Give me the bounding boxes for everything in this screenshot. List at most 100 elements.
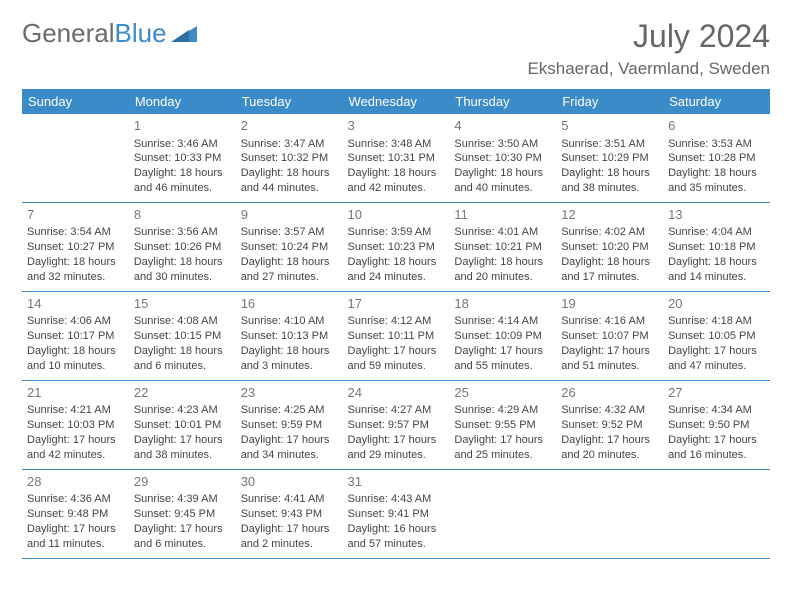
calendar-empty-cell — [22, 114, 129, 202]
weekday-header: Wednesday — [343, 89, 450, 114]
sunset-text: Sunset: 10:24 PM — [241, 240, 338, 255]
sunrise-text: Sunrise: 4:12 AM — [348, 314, 445, 329]
day-number: 26 — [561, 384, 658, 402]
header: GeneralBlue July 2024 Ekshaerad, Vaermla… — [22, 18, 770, 79]
calendar-day-cell: 28Sunrise: 4:36 AMSunset: 9:48 PMDayligh… — [22, 469, 129, 558]
day-number: 16 — [241, 295, 338, 313]
sunset-text: Sunset: 10:33 PM — [134, 151, 231, 166]
sunrise-text: Sunrise: 3:59 AM — [348, 225, 445, 240]
calendar-day-cell: 19Sunrise: 4:16 AMSunset: 10:07 PMDaylig… — [556, 291, 663, 380]
sunset-text: Sunset: 10:23 PM — [348, 240, 445, 255]
calendar-day-cell: 29Sunrise: 4:39 AMSunset: 9:45 PMDayligh… — [129, 469, 236, 558]
sunset-text: Sunset: 10:17 PM — [27, 329, 124, 344]
sunrise-text: Sunrise: 4:43 AM — [348, 492, 445, 507]
day-number: 28 — [27, 473, 124, 491]
calendar-week-row: 21Sunrise: 4:21 AMSunset: 10:03 PMDaylig… — [22, 380, 770, 469]
sunset-text: Sunset: 10:03 PM — [27, 418, 124, 433]
calendar-day-cell: 15Sunrise: 4:08 AMSunset: 10:15 PMDaylig… — [129, 291, 236, 380]
daylight-text: Daylight: 17 hours and 42 minutes. — [27, 433, 124, 463]
sunset-text: Sunset: 9:57 PM — [348, 418, 445, 433]
day-number: 12 — [561, 206, 658, 224]
calendar-day-cell: 3Sunrise: 3:48 AMSunset: 10:31 PMDayligh… — [343, 114, 450, 202]
calendar-day-cell: 17Sunrise: 4:12 AMSunset: 10:11 PMDaylig… — [343, 291, 450, 380]
sunrise-text: Sunrise: 3:46 AM — [134, 137, 231, 152]
daylight-text: Daylight: 18 hours and 24 minutes. — [348, 255, 445, 285]
sunset-text: Sunset: 10:32 PM — [241, 151, 338, 166]
sunrise-text: Sunrise: 4:32 AM — [561, 403, 658, 418]
sunset-text: Sunset: 10:30 PM — [454, 151, 551, 166]
daylight-text: Daylight: 17 hours and 16 minutes. — [668, 433, 765, 463]
calendar-day-cell: 10Sunrise: 3:59 AMSunset: 10:23 PMDaylig… — [343, 202, 450, 291]
day-number: 17 — [348, 295, 445, 313]
daylight-text: Daylight: 17 hours and 47 minutes. — [668, 344, 765, 374]
sunset-text: Sunset: 10:20 PM — [561, 240, 658, 255]
sunset-text: Sunset: 10:27 PM — [27, 240, 124, 255]
calendar-day-cell: 8Sunrise: 3:56 AMSunset: 10:26 PMDayligh… — [129, 202, 236, 291]
sunset-text: Sunset: 9:48 PM — [27, 507, 124, 522]
sunset-text: Sunset: 9:55 PM — [454, 418, 551, 433]
sunset-text: Sunset: 10:01 PM — [134, 418, 231, 433]
sunset-text: Sunset: 10:07 PM — [561, 329, 658, 344]
sunrise-text: Sunrise: 3:51 AM — [561, 137, 658, 152]
sunrise-text: Sunrise: 3:56 AM — [134, 225, 231, 240]
sunset-text: Sunset: 9:52 PM — [561, 418, 658, 433]
sunset-text: Sunset: 9:59 PM — [241, 418, 338, 433]
sunset-text: Sunset: 10:09 PM — [454, 329, 551, 344]
weekday-header: Thursday — [449, 89, 556, 114]
calendar-day-cell: 27Sunrise: 4:34 AMSunset: 9:50 PMDayligh… — [663, 380, 770, 469]
daylight-text: Daylight: 18 hours and 40 minutes. — [454, 166, 551, 196]
calendar-day-cell: 16Sunrise: 4:10 AMSunset: 10:13 PMDaylig… — [236, 291, 343, 380]
calendar-day-cell: 12Sunrise: 4:02 AMSunset: 10:20 PMDaylig… — [556, 202, 663, 291]
logo: GeneralBlue — [22, 18, 197, 49]
daylight-text: Daylight: 18 hours and 30 minutes. — [134, 255, 231, 285]
daylight-text: Daylight: 18 hours and 3 minutes. — [241, 344, 338, 374]
calendar-day-cell: 26Sunrise: 4:32 AMSunset: 9:52 PMDayligh… — [556, 380, 663, 469]
calendar-week-row: 28Sunrise: 4:36 AMSunset: 9:48 PMDayligh… — [22, 469, 770, 558]
calendar-day-cell: 31Sunrise: 4:43 AMSunset: 9:41 PMDayligh… — [343, 469, 450, 558]
sunrise-text: Sunrise: 3:53 AM — [668, 137, 765, 152]
sunset-text: Sunset: 10:15 PM — [134, 329, 231, 344]
calendar-day-cell: 2Sunrise: 3:47 AMSunset: 10:32 PMDayligh… — [236, 114, 343, 202]
sunrise-text: Sunrise: 4:18 AM — [668, 314, 765, 329]
day-number: 3 — [348, 117, 445, 135]
logo-text-1: General — [22, 18, 115, 49]
daylight-text: Daylight: 18 hours and 27 minutes. — [241, 255, 338, 285]
calendar-day-cell: 18Sunrise: 4:14 AMSunset: 10:09 PMDaylig… — [449, 291, 556, 380]
sunset-text: Sunset: 10:11 PM — [348, 329, 445, 344]
sunrise-text: Sunrise: 4:21 AM — [27, 403, 124, 418]
sunset-text: Sunset: 9:41 PM — [348, 507, 445, 522]
sunrise-text: Sunrise: 3:50 AM — [454, 137, 551, 152]
daylight-text: Daylight: 17 hours and 6 minutes. — [134, 522, 231, 552]
calendar-week-row: 1 Sunrise: 3:46 AMSunset: 10:33 PM Dayligh… — [22, 114, 770, 202]
sunrise-text: Sunrise: 4:01 AM — [454, 225, 551, 240]
logo-text-2: Blue — [115, 18, 167, 49]
sunset-text: Sunset: 9:43 PM — [241, 507, 338, 522]
sunrise-text: Sunrise: 4:27 AM — [348, 403, 445, 418]
daylight-text: Daylight: 18 hours and 6 minutes. — [134, 344, 231, 374]
calendar-empty-cell — [663, 469, 770, 558]
sunset-text: Sunset: 10:26 PM — [134, 240, 231, 255]
sunrise-text: Sunrise: 4:16 AM — [561, 314, 658, 329]
weekday-header: Tuesday — [236, 89, 343, 114]
day-number: 29 — [134, 473, 231, 491]
sunrise-text: Sunrise: 4:04 AM — [668, 225, 765, 240]
daylight-text: Daylight: 18 hours and 20 minutes. — [454, 255, 551, 285]
day-number: 9 — [241, 206, 338, 224]
day-number: 15 — [134, 295, 231, 313]
calendar-day-cell: 30Sunrise: 4:41 AMSunset: 9:43 PMDayligh… — [236, 469, 343, 558]
calendar-day-cell: 21Sunrise: 4:21 AMSunset: 10:03 PMDaylig… — [22, 380, 129, 469]
calendar-day-cell: 23Sunrise: 4:25 AMSunset: 9:59 PMDayligh… — [236, 380, 343, 469]
sunrise-text: Sunrise: 4:14 AM — [454, 314, 551, 329]
day-number: 8 — [134, 206, 231, 224]
daylight-text: Daylight: 17 hours and 29 minutes. — [348, 433, 445, 463]
day-number: 1 — [134, 117, 231, 135]
calendar-body: 1 Sunrise: 3:46 AMSunset: 10:33 PM Dayligh… — [22, 114, 770, 558]
day-number: 11 — [454, 206, 551, 224]
day-number: 4 — [454, 117, 551, 135]
calendar-table: SundayMondayTuesdayWednesdayThursdayFrid… — [22, 89, 770, 559]
weekday-header: Friday — [556, 89, 663, 114]
month-title: July 2024 — [527, 18, 770, 55]
day-number: 27 — [668, 384, 765, 402]
sunrise-text: Sunrise: 4:02 AM — [561, 225, 658, 240]
sunrise-text: Sunrise: 4:41 AM — [241, 492, 338, 507]
